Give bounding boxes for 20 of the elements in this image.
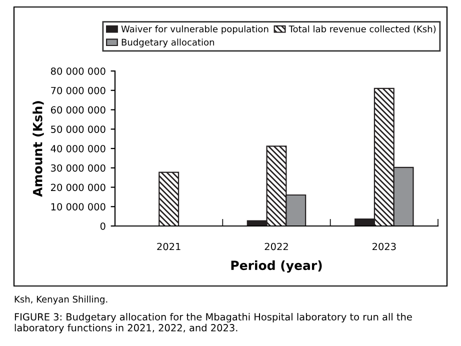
text: Ksh, Kenyan Shilling.	[14, 296, 108, 304]
legend-label: Total lab revenue collected (Ksh)	[288, 25, 436, 34]
y-tick-label: 30 000 000	[51, 164, 106, 172]
y-tick-label: 40 000 000	[50, 144, 106, 152]
x-tick-label: 2023	[372, 242, 396, 250]
x-tick-label: 2022	[264, 242, 288, 250]
caption: FIGURE 3: Budgetary allocation for the Mbagathi Hospital laboratory to run all the laboratory functions in 2021, 2022, and 2023.	[14, 313, 412, 334]
y-axis-title: Amount (Ksh)	[32, 101, 44, 197]
y-tick-label: 10 000 000	[51, 203, 106, 210]
x-axis-title: Period (year)	[231, 260, 322, 273]
y-tick-label: 60 000 000	[50, 106, 106, 114]
y-tick-label: 20 000 000	[51, 184, 106, 192]
bar	[158, 172, 180, 226]
y-tick-label: 70 000 000	[51, 86, 106, 94]
y-tick-label: 80 000 000	[50, 67, 106, 75]
x-tick-label: 2021	[157, 242, 180, 250]
y-tick-label: 50 000 000	[51, 126, 106, 133]
legend-label: Budgetary allocation	[122, 38, 214, 48]
legend-label: Waiver for vulnerable population	[121, 25, 268, 34]
y-tick-label: 0	[100, 222, 106, 230]
